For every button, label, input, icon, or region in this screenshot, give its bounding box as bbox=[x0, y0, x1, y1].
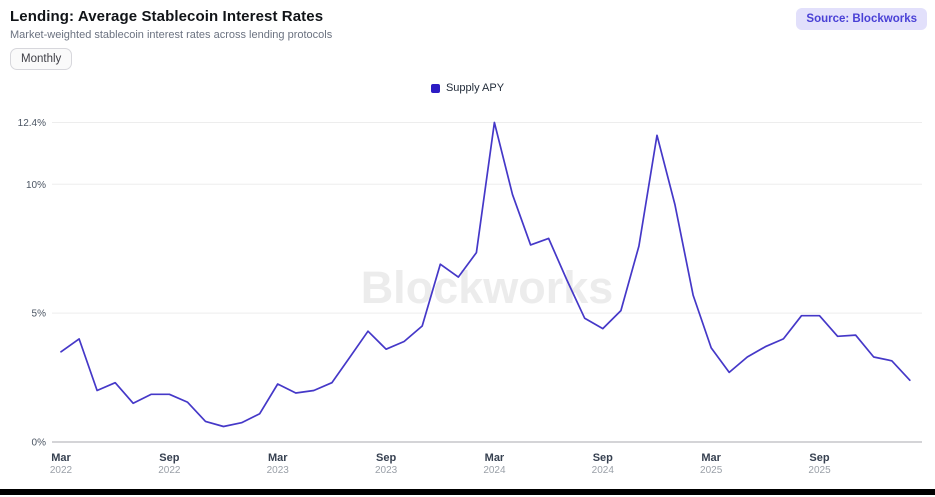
x-axis-month-Sep-2023: Sep bbox=[376, 452, 396, 464]
blockworks-watermark: Blockworks bbox=[361, 262, 614, 313]
page-title: Lending: Average Stablecoin Interest Rat… bbox=[10, 8, 324, 25]
x-axis-month-Sep-2022: Sep bbox=[159, 452, 179, 464]
x-axis-month-Sep-2025: Sep bbox=[809, 452, 829, 464]
legend-swatch-supply-apy bbox=[430, 83, 440, 93]
y-axis-label-12.4%: 12.4% bbox=[18, 118, 46, 129]
x-axis-month-Mar-2023: Mar bbox=[268, 452, 288, 464]
x-axis-year-2024: 2024 bbox=[483, 465, 506, 476]
x-axis-month-Mar-2025: Mar bbox=[701, 452, 721, 464]
x-axis-year-2025: 2025 bbox=[808, 465, 831, 476]
x-axis-year-2022: 2022 bbox=[50, 465, 73, 476]
x-axis-year-2023: 2023 bbox=[375, 465, 398, 476]
x-axis-year-2024: 2024 bbox=[592, 465, 615, 476]
y-axis-label-0%: 0% bbox=[32, 438, 47, 449]
frequency-monthly-button[interactable]: Monthly bbox=[10, 48, 73, 70]
x-axis-year-2025: 2025 bbox=[700, 465, 723, 476]
window-bottom-edge bbox=[0, 489, 935, 495]
y-axis-label-10%: 10% bbox=[26, 180, 46, 191]
source-badge[interactable]: Source: Blockworks bbox=[796, 8, 927, 30]
x-axis-year-2022: 2022 bbox=[158, 465, 181, 476]
supply-apy-line[interactable] bbox=[60, 121, 911, 428]
y-axis-label-5%: 5% bbox=[32, 309, 47, 320]
x-axis-year-2023: 2023 bbox=[267, 465, 290, 476]
x-axis-month-Mar-2024: Mar bbox=[485, 452, 505, 464]
x-axis-month-Mar-2022: Mar bbox=[51, 452, 71, 464]
legend-label-supply-apy: Supply APY bbox=[445, 82, 505, 94]
page-subtitle: Market-weighted stablecoin interest rate… bbox=[10, 29, 333, 41]
legend: Supply APY bbox=[0, 82, 935, 94]
x-axis-month-Sep-2024: Sep bbox=[593, 452, 613, 464]
